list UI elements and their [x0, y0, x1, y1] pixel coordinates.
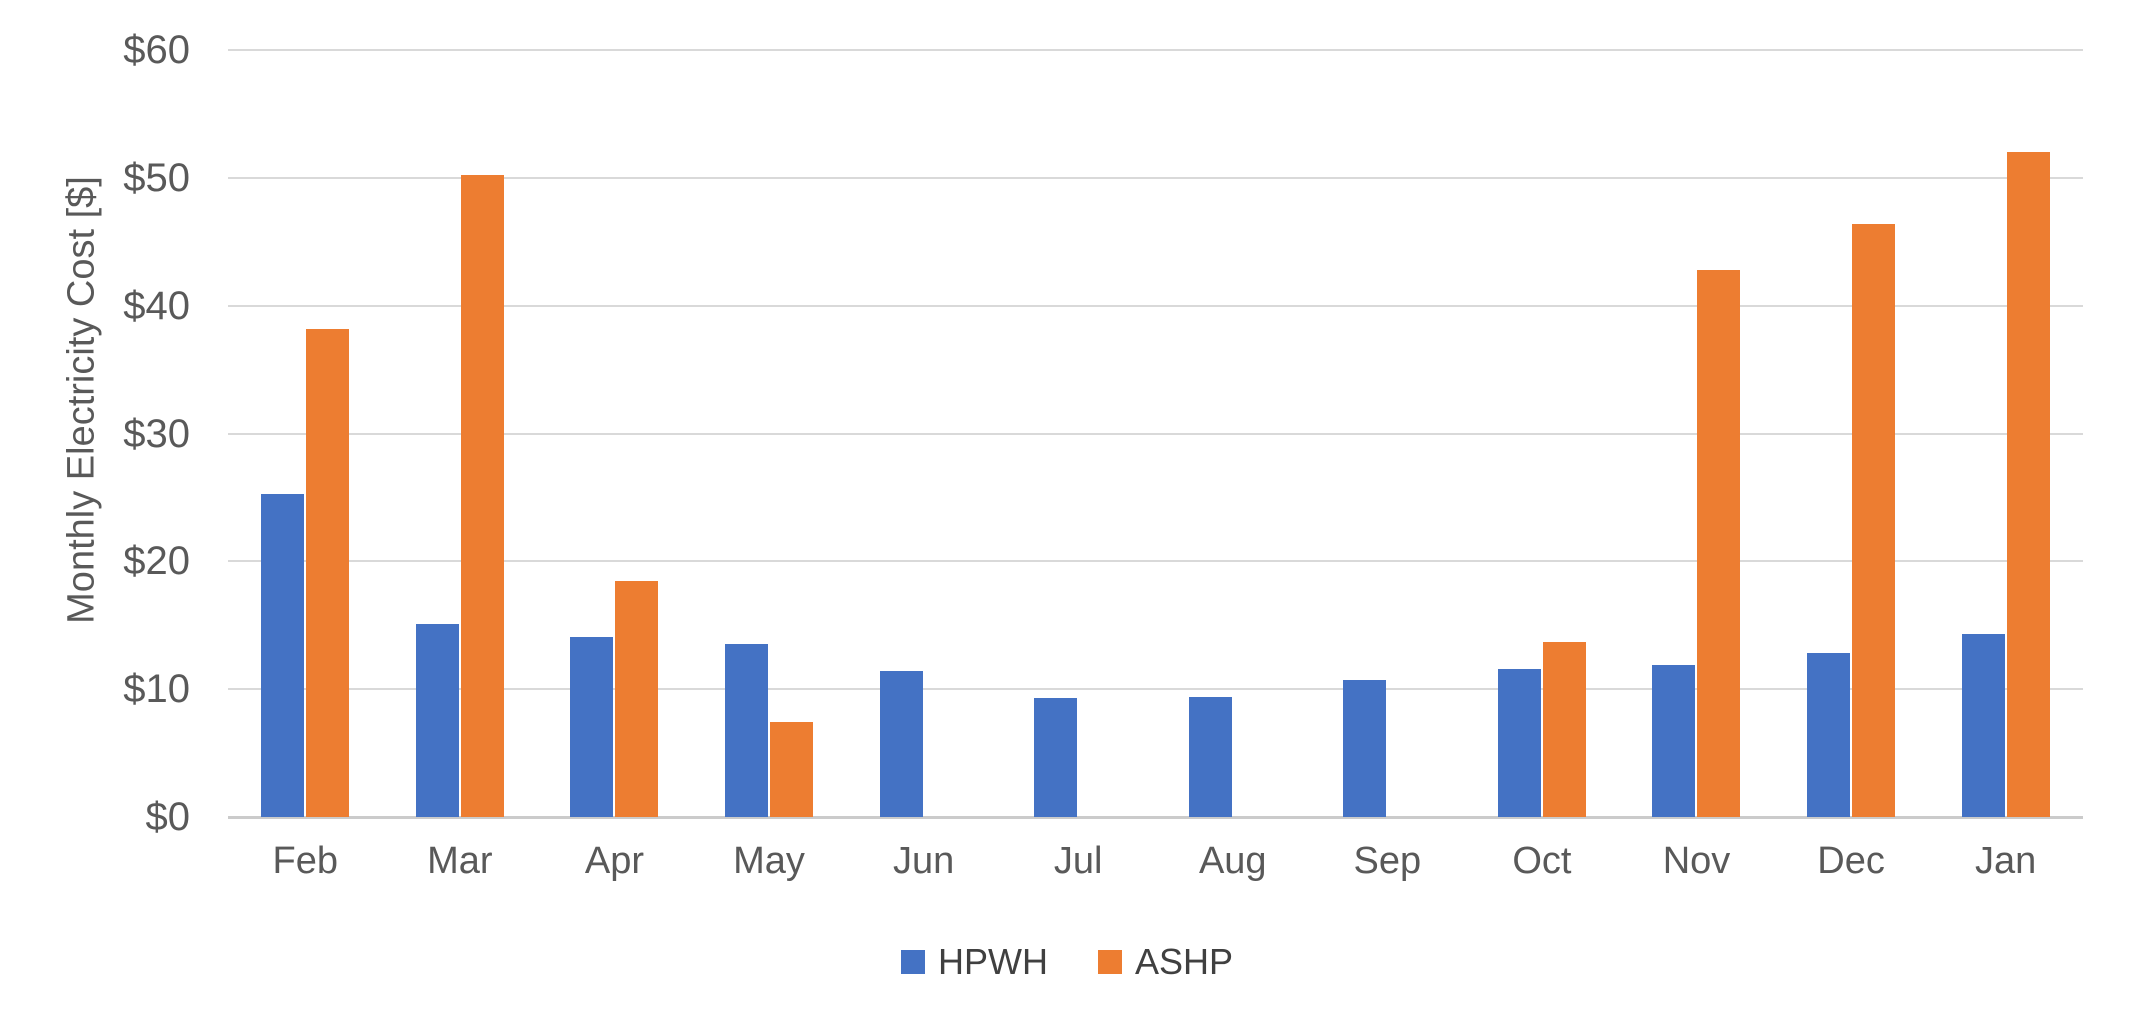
- bar-group-mar: [383, 50, 538, 817]
- bar-hpwh-dec: [1807, 653, 1851, 817]
- bar-ashp-feb: [306, 328, 350, 817]
- bar-ashp-mar: [460, 175, 504, 817]
- bar-hpwh-jan: [1961, 634, 2005, 817]
- legend-swatch-ashp: [1097, 950, 1122, 974]
- legend-item-hpwh: HPWH: [900, 941, 1048, 983]
- bar-hpwh-oct: [1497, 668, 1541, 817]
- gridline: [228, 688, 2083, 691]
- bar-ashp-may: [770, 722, 814, 817]
- x-tick-label-aug: Aug: [1198, 840, 1267, 882]
- x-tick-label-jun: Jun: [892, 840, 955, 882]
- x-tick-label-apr: Apr: [584, 840, 645, 882]
- bar-group-jan: [1928, 50, 2083, 817]
- x-axis-line: [228, 816, 2083, 819]
- bar-group-nov: [1619, 50, 1774, 817]
- x-tick-label-sep: Sep: [1353, 840, 1422, 882]
- y-tick-label: $50: [123, 155, 190, 200]
- y-tick-label: $60: [123, 28, 190, 72]
- bar-group-dec: [1774, 50, 1929, 817]
- x-axis-labels: Feb Mar Apr May Jun Jul Aug Sep Oct Nov Dec Jan: [228, 840, 2083, 883]
- bar-hpwh-nov: [1652, 664, 1696, 817]
- bar-group-oct: [1465, 50, 1620, 817]
- gridline: [228, 176, 2083, 179]
- bar-hpwh-jun: [879, 671, 923, 817]
- legend-label-hpwh: HPWH: [937, 941, 1048, 982]
- bar-group-may: [692, 50, 847, 817]
- y-tick-label: $20: [123, 539, 190, 584]
- y-axis-title: Monthly Electricity Cost [$]: [60, 176, 103, 624]
- y-tick-label: $10: [123, 667, 190, 712]
- gridline: [228, 304, 2083, 307]
- bars-row: [228, 50, 2083, 817]
- bar-hpwh-sep: [1343, 680, 1387, 817]
- bar-hpwh-aug: [1188, 696, 1232, 817]
- gridline: [228, 560, 2083, 563]
- bar-hpwh-may: [725, 644, 769, 817]
- x-tick-label-jan: Jan: [1975, 840, 2037, 882]
- x-tick-label-jul: Jul: [1053, 840, 1103, 882]
- plot-area: $0 $10 $20 $30 $40 $50 $60: [123, 30, 2083, 837]
- x-tick-label-may: May: [733, 840, 805, 882]
- bar-group-jul: [1001, 50, 1156, 817]
- bar-hpwh-mar: [415, 623, 459, 817]
- bar-group-apr: [537, 50, 692, 817]
- legend-label-ashp: ASHP: [1134, 941, 1234, 982]
- x-tick-label-nov: Nov: [1662, 840, 1731, 882]
- bar-ashp-nov: [1697, 269, 1741, 817]
- bar-group-jun: [846, 50, 1001, 817]
- legend-swatch-hpwh: [900, 950, 925, 974]
- bar-ashp-dec: [1852, 223, 1896, 817]
- y-tick-label: $30: [123, 411, 190, 456]
- x-tick-label-oct: Oct: [1512, 840, 1572, 882]
- y-tick-label: $0: [145, 795, 191, 839]
- bar-ashp-oct: [1542, 641, 1586, 817]
- bar-ashp-apr: [615, 580, 659, 817]
- legend-item-ashp: ASHP: [1097, 941, 1234, 983]
- bar-group-aug: [1155, 50, 1310, 817]
- x-tick-label-mar: Mar: [427, 840, 493, 882]
- bar-hpwh-feb: [261, 493, 305, 817]
- x-tick-label-feb: Feb: [272, 840, 339, 882]
- bar-hpwh-apr: [570, 636, 614, 817]
- legend: HPWH ASHP: [0, 941, 2134, 983]
- x-tick-label-dec: Dec: [1817, 840, 1885, 882]
- bar-ashp-jan: [2006, 152, 2050, 817]
- bar-hpwh-jul: [1034, 698, 1078, 817]
- bar-group-sep: [1310, 50, 1465, 817]
- gridline: [228, 49, 2083, 51]
- bar-group-feb: [228, 50, 383, 817]
- gridline: [228, 432, 2083, 435]
- y-tick-label: $40: [123, 283, 190, 328]
